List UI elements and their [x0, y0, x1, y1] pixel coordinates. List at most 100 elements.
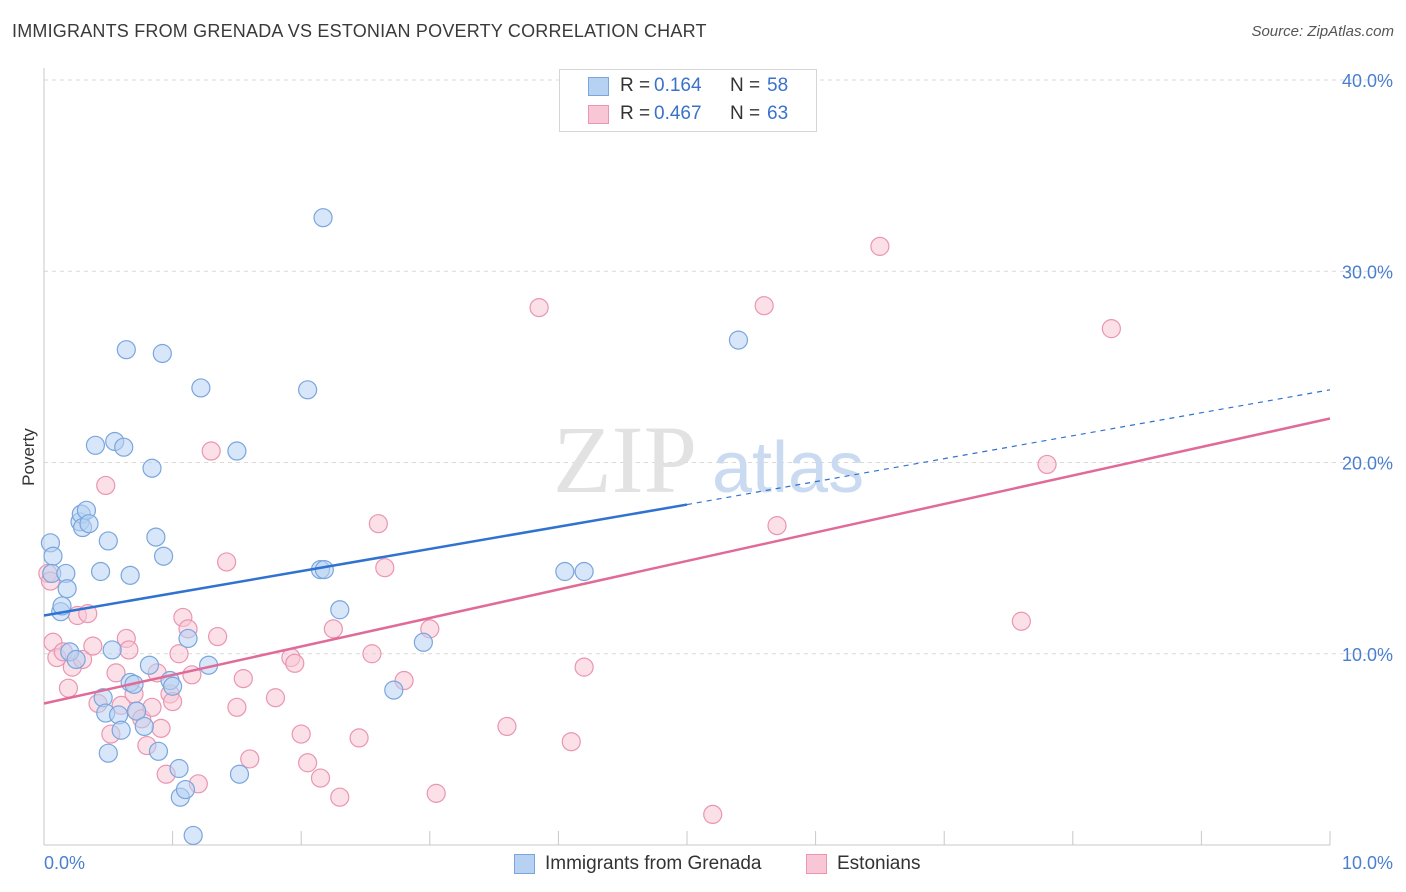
- data-point: [298, 753, 318, 773]
- data-point: [330, 787, 350, 807]
- data-point: [183, 825, 203, 846]
- legend-n-value: 58: [767, 75, 789, 96]
- data-point: [349, 728, 369, 748]
- chart-title: IMMIGRANTS FROM GRENADA VS ESTONIAN POVE…: [12, 21, 707, 41]
- data-point: [1037, 454, 1057, 475]
- legend-row-grenada: R = 0.164 N = 58: [560, 72, 816, 100]
- data-point: [330, 600, 350, 620]
- trend-line-grenada: [43, 503, 688, 617]
- data-point: [191, 378, 211, 398]
- data-point: [201, 441, 221, 461]
- data-point: [96, 475, 116, 496]
- data-point: [703, 804, 723, 825]
- data-point: [227, 441, 247, 461]
- watermark-zip: ZIP: [553, 406, 697, 513]
- data-point: [153, 546, 174, 566]
- trend-line-estonians: [43, 417, 1331, 705]
- data-point: [574, 657, 594, 677]
- trend-lines: [43, 389, 1331, 705]
- series-estonians: [38, 236, 1121, 825]
- legend-swatch-pink: [588, 105, 609, 124]
- y-tick-label: 20.0%: [1342, 454, 1393, 474]
- data-point: [229, 764, 250, 784]
- data-point: [728, 330, 749, 350]
- data-point: [57, 579, 77, 599]
- data-point: [1011, 611, 1031, 631]
- data-point: [139, 655, 160, 675]
- y-tick-label: 40.0%: [1342, 71, 1393, 91]
- data-point: [323, 619, 343, 639]
- data-point: [102, 640, 122, 660]
- data-point: [754, 296, 774, 316]
- data-point: [208, 626, 228, 647]
- data-point: [1101, 319, 1121, 339]
- y-tick-label: 30.0%: [1342, 262, 1393, 282]
- data-point: [175, 779, 196, 800]
- data-point: [870, 236, 890, 256]
- data-point: [43, 546, 63, 566]
- data-point: [85, 435, 106, 455]
- data-point: [83, 636, 103, 656]
- data-point: [233, 669, 253, 689]
- watermark-atlas: atlas: [712, 428, 864, 508]
- data-point: [217, 552, 237, 572]
- data-point: [285, 653, 305, 673]
- data-point: [178, 628, 198, 649]
- legend-r-value: 0.467: [654, 103, 702, 124]
- data-point: [142, 458, 162, 478]
- data-point: [375, 558, 395, 578]
- legend-row-estonians: R = 0.467 N = 63: [560, 100, 816, 128]
- legend-r-label: R =: [620, 75, 651, 96]
- data-point: [767, 516, 787, 536]
- data-point: [310, 768, 331, 788]
- data-point: [126, 701, 147, 721]
- data-point: [66, 649, 86, 670]
- data-point: [134, 716, 154, 737]
- data-point: [298, 380, 318, 400]
- data-point: [120, 565, 140, 585]
- legend-r-label: R =: [620, 103, 651, 124]
- tick-labels: 10.0% 20.0% 30.0% 40.0% 0.0% 10.0%: [44, 71, 1393, 873]
- legend-r-value: 0.164: [654, 75, 702, 96]
- grid-lines: [44, 79, 1395, 655]
- data-point: [58, 678, 79, 698]
- legend-label-grenada: Immigrants from Grenada: [545, 853, 762, 874]
- data-point: [240, 749, 260, 769]
- data-point: [116, 340, 136, 360]
- y-tick-label: 10.0%: [1342, 645, 1393, 665]
- data-point: [227, 697, 247, 717]
- data-point: [169, 644, 189, 664]
- x-tick-label: 0.0%: [44, 853, 85, 873]
- data-point: [106, 663, 126, 683]
- data-point: [114, 437, 134, 457]
- data-point: [574, 561, 594, 582]
- y-axis-label: Poverty: [19, 428, 38, 486]
- data-point: [413, 632, 433, 652]
- data-point: [497, 716, 517, 737]
- data-point: [362, 644, 382, 664]
- legend-bottom: Immigrants from Grenada Estonians: [0, 851, 1406, 879]
- data-point: [152, 343, 172, 364]
- trend-line-grenada-extension: [686, 389, 1331, 506]
- data-point: [265, 688, 286, 708]
- legend-n-label: N =: [730, 75, 761, 96]
- series-grenada: [40, 208, 749, 846]
- legend-n-value: 63: [767, 103, 789, 124]
- data-point: [111, 720, 131, 740]
- data-point: [119, 640, 139, 660]
- data-point: [384, 680, 404, 700]
- data-point: [90, 561, 111, 582]
- data-point: [146, 527, 166, 547]
- axes: [43, 68, 1331, 846]
- data-point: [426, 783, 446, 803]
- data-point: [561, 732, 581, 752]
- watermark: ZIP atlas: [553, 406, 864, 513]
- legend-label-estonians: Estonians: [837, 853, 921, 874]
- x-tick-label: 10.0%: [1342, 853, 1393, 873]
- data-point: [169, 758, 189, 779]
- data-point: [148, 741, 169, 761]
- data-point: [529, 297, 549, 318]
- data-point: [313, 208, 333, 228]
- legend-n-label: N =: [730, 103, 761, 124]
